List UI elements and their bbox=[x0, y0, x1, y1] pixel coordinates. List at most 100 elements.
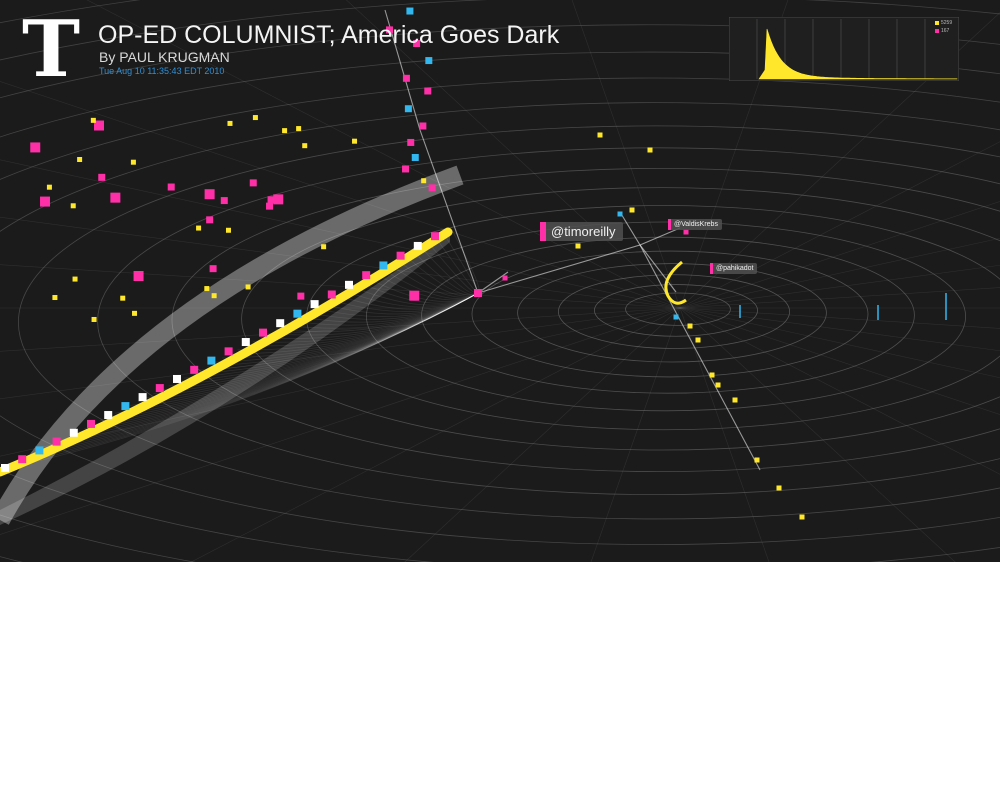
grid-ring bbox=[171, 168, 1000, 472]
grid-spoke bbox=[679, 307, 1000, 415]
grid-ring bbox=[558, 274, 791, 349]
scatter-node bbox=[196, 225, 202, 231]
grid-spoke bbox=[0, 159, 681, 309]
cluster-node bbox=[502, 275, 508, 281]
scatter-node bbox=[209, 265, 217, 273]
handle-marker bbox=[710, 263, 713, 274]
fan-link bbox=[145, 292, 479, 399]
scatter-node bbox=[409, 290, 420, 301]
grid-ring bbox=[0, 102, 1000, 545]
scatter-node bbox=[302, 143, 308, 149]
tweet-node bbox=[345, 280, 353, 289]
spine-node bbox=[424, 87, 432, 95]
handle-marker bbox=[540, 222, 546, 241]
network-link bbox=[477, 271, 509, 294]
fan-link bbox=[176, 292, 479, 383]
scatter-node bbox=[110, 192, 121, 203]
fan-link bbox=[275, 292, 479, 333]
scatter-node bbox=[30, 142, 41, 153]
cluster-node bbox=[617, 211, 623, 217]
handle-marker bbox=[668, 219, 671, 230]
spine-node bbox=[406, 7, 414, 15]
scatter-node bbox=[297, 292, 305, 300]
fan-link bbox=[68, 292, 479, 437]
handle-label-pahikadot[interactable]: @pahikadot bbox=[710, 263, 758, 274]
spine-node bbox=[419, 122, 427, 130]
fan-link bbox=[15, 292, 479, 463]
spine-node bbox=[407, 138, 415, 146]
handle-text: @timoreilly bbox=[551, 224, 616, 239]
scatter-node bbox=[321, 244, 327, 250]
scatter-node bbox=[72, 276, 78, 282]
spine-node bbox=[413, 39, 421, 47]
tweet-node bbox=[431, 232, 439, 241]
visualization-canvas: T OP-ED COLUMNIST; America Goes Dark By … bbox=[0, 0, 1000, 562]
cluster-node bbox=[715, 382, 721, 388]
tweet-node bbox=[327, 290, 336, 299]
fan-link bbox=[245, 292, 479, 347]
network-link bbox=[619, 211, 641, 246]
grid-spoke bbox=[0, 81, 681, 309]
fan-link bbox=[0, 292, 479, 471]
handle-text: @ValdisKrebs bbox=[674, 221, 718, 228]
grid-rings bbox=[0, 0, 1000, 562]
fan-link bbox=[7, 292, 479, 467]
handle-label-timoreilly[interactable]: @timoreilly bbox=[540, 222, 624, 241]
scatter-node bbox=[227, 120, 233, 126]
fan-link bbox=[359, 282, 479, 304]
fan-link bbox=[61, 292, 479, 441]
grid-spoke bbox=[679, 264, 1000, 309]
fan-link bbox=[168, 292, 479, 387]
cluster-node bbox=[754, 457, 760, 463]
scatter-node bbox=[352, 138, 358, 144]
cluster-node bbox=[647, 147, 653, 153]
grid-spoke bbox=[590, 307, 681, 562]
fan-link bbox=[130, 292, 479, 406]
fan-link bbox=[214, 292, 479, 363]
grid-ring bbox=[0, 0, 1000, 562]
grid-ring bbox=[0, 0, 1000, 562]
handle-label-valdiskrebs[interactable]: @ValdisKrebs bbox=[668, 219, 722, 230]
fan-link bbox=[84, 292, 479, 429]
fan-link bbox=[99, 292, 479, 422]
tweet-node bbox=[138, 393, 147, 402]
tweet-timeline bbox=[0, 227, 453, 477]
cluster-node bbox=[629, 207, 635, 213]
timeline-ribbon bbox=[0, 165, 480, 525]
grid-spoke bbox=[0, 307, 681, 352]
scatter-node bbox=[282, 128, 288, 134]
spine-node bbox=[428, 184, 436, 192]
tweet-node bbox=[173, 374, 181, 383]
grid-spoke bbox=[0, 216, 681, 309]
tweet-node bbox=[379, 261, 388, 270]
grid-ring bbox=[625, 292, 731, 326]
fan-link bbox=[321, 292, 479, 315]
scatter-node bbox=[267, 196, 275, 204]
grid-spoke bbox=[679, 307, 1000, 379]
scatter-node bbox=[133, 270, 144, 281]
grid-ring bbox=[241, 187, 1000, 451]
cluster-node bbox=[673, 314, 679, 320]
grid-ring bbox=[0, 0, 1000, 562]
spine-node bbox=[386, 26, 394, 34]
grid-spoke bbox=[86, 0, 681, 309]
spine-node bbox=[425, 57, 433, 65]
spine-node bbox=[404, 105, 412, 113]
fan-link bbox=[137, 292, 479, 403]
network-link bbox=[639, 244, 761, 471]
scatter-node bbox=[77, 157, 83, 163]
legend-label: 167 bbox=[941, 28, 950, 34]
grid-ring bbox=[18, 125, 1000, 520]
legend-item-retweets: 167 bbox=[935, 28, 949, 34]
tweet-node bbox=[1, 464, 9, 472]
grid-spoke bbox=[404, 307, 681, 562]
fan-link bbox=[160, 292, 479, 391]
fan-link bbox=[22, 292, 479, 460]
tweet-node bbox=[35, 446, 44, 455]
grid-spoke bbox=[679, 201, 1000, 309]
cluster-node bbox=[683, 229, 689, 235]
scatter-node bbox=[296, 126, 302, 132]
scatter-node bbox=[130, 159, 136, 165]
grid-ring bbox=[365, 221, 967, 412]
fan-link bbox=[344, 290, 479, 308]
